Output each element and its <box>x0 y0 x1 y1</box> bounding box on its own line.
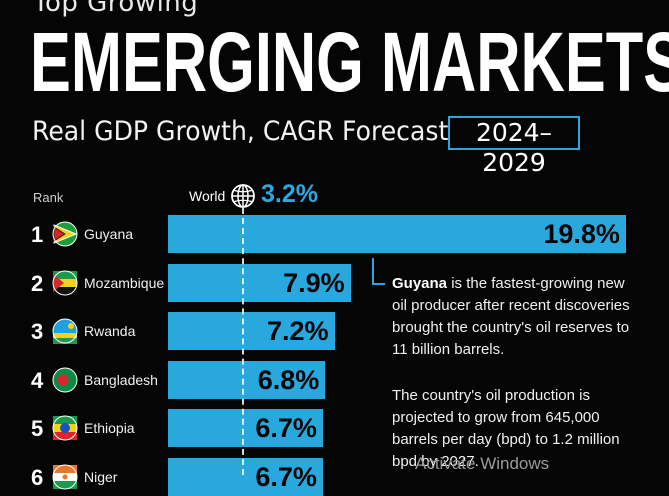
country-label: Guyana <box>84 226 134 242</box>
bar-value-label: 6.8% <box>257 364 320 395</box>
pretitle: Top Growing <box>33 0 199 18</box>
country-label: Niger <box>84 468 118 485</box>
bar-value-label: 7.2% <box>266 316 329 346</box>
activate-windows-watermark: Activate Windows <box>415 454 550 473</box>
country-label: Bangladesh <box>84 371 158 388</box>
bar: 19.8% <box>168 215 626 253</box>
rank-number: 3 <box>31 319 44 344</box>
ethiopia-flag-icon <box>52 415 78 441</box>
bar-value-label: 6.7% <box>255 413 317 443</box>
bar: 6.8% <box>168 360 326 399</box>
annotation-paragraph-2: The country's oil production is projecte… <box>392 387 620 470</box>
rank-number: 1 <box>31 222 44 247</box>
country-label: Rwanda <box>84 323 136 339</box>
mozambique-flag-icon <box>52 270 78 295</box>
bar: 7.9% <box>168 263 351 302</box>
rank-number: 6 <box>31 464 44 490</box>
bar: 6.7% <box>168 457 323 496</box>
world-reference-line <box>242 208 244 475</box>
country-label: Ethiopia <box>84 420 135 436</box>
bangladesh-flag-icon <box>52 367 78 392</box>
rank-column-header: Rank <box>33 190 64 205</box>
world-value: 3.2% <box>261 180 318 208</box>
rank-number: 2 <box>31 270 44 296</box>
country-label: Mozambique <box>84 274 165 291</box>
bar: 6.7% <box>168 409 323 447</box>
world-label: World <box>189 188 226 204</box>
rank-number: 5 <box>31 416 44 441</box>
bar: 7.2% <box>168 312 335 350</box>
page-title: EMERGING MARKETS <box>30 15 669 109</box>
subtitle: Real GDP Growth, CAGR Forecast <box>32 116 449 147</box>
annotation-text-1: is the fastest-growing new oil producer … <box>392 275 630 358</box>
globe-icon <box>231 184 255 208</box>
annotation-highlight: Guyana <box>392 275 448 292</box>
bar-value-label: 7.9% <box>283 267 345 298</box>
period-badge: 2024–2029 <box>448 116 580 177</box>
bar-value-label: 19.8% <box>543 219 620 249</box>
callout-connector-tick <box>372 283 385 285</box>
rank-number: 4 <box>31 367 44 393</box>
bar-value-label: 6.7% <box>255 461 317 492</box>
guyana-flag-icon <box>52 221 78 247</box>
niger-flag-icon <box>52 464 78 489</box>
rwanda-flag-icon <box>52 318 78 344</box>
callout-connector <box>372 258 374 283</box>
annotation-paragraph-1: Guyana is the fastest-growing new oil pr… <box>392 273 642 361</box>
